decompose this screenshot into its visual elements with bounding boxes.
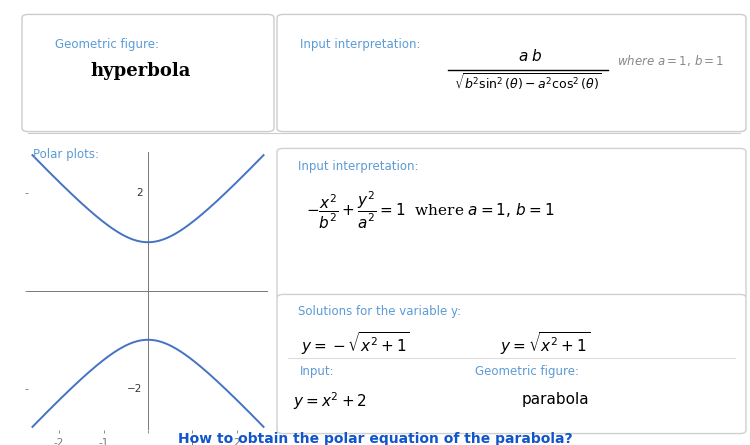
Text: $\sqrt{b^2\sin^2(\theta)-a^2\cos^2(\theta)}$: $\sqrt{b^2\sin^2(\theta)-a^2\cos^2(\thet… [454,72,602,93]
Text: Geometric figure:: Geometric figure: [475,365,579,378]
Text: $y=-\sqrt{x^2+1}$: $y=-\sqrt{x^2+1}$ [301,330,410,357]
Text: parabola: parabola [521,392,589,407]
Text: $-\dfrac{x^2}{b^2}+\dfrac{y^2}{a^2}=1$  where $a=1,\,b=1$: $-\dfrac{x^2}{b^2}+\dfrac{y^2}{a^2}=1$ w… [306,190,554,231]
Text: $y=x^2+2$: $y=x^2+2$ [293,390,367,412]
Text: Input interpretation:: Input interpretation: [298,160,418,173]
Text: How to obtain the polar equation of the parabola?: How to obtain the polar equation of the … [178,432,572,445]
Text: Input interpretation:: Input interpretation: [300,38,421,51]
Text: polar plot: polar plot [316,66,383,80]
Text: Polar plots:: Polar plots: [33,148,99,161]
Text: −2: −2 [128,384,142,393]
Text: Input:: Input: [300,365,334,378]
Text: $y=\sqrt{x^2+1}$: $y=\sqrt{x^2+1}$ [500,330,590,357]
Text: 2: 2 [136,188,142,198]
Text: Geometric figure:: Geometric figure: [55,38,159,51]
Text: $a\;b$: $a\;b$ [518,48,542,64]
Text: Solutions for the variable y:: Solutions for the variable y: [298,305,461,318]
Text: where $a=1,\,b=1$: where $a=1,\,b=1$ [617,53,724,68]
Text: hyperbola: hyperbola [90,62,190,80]
